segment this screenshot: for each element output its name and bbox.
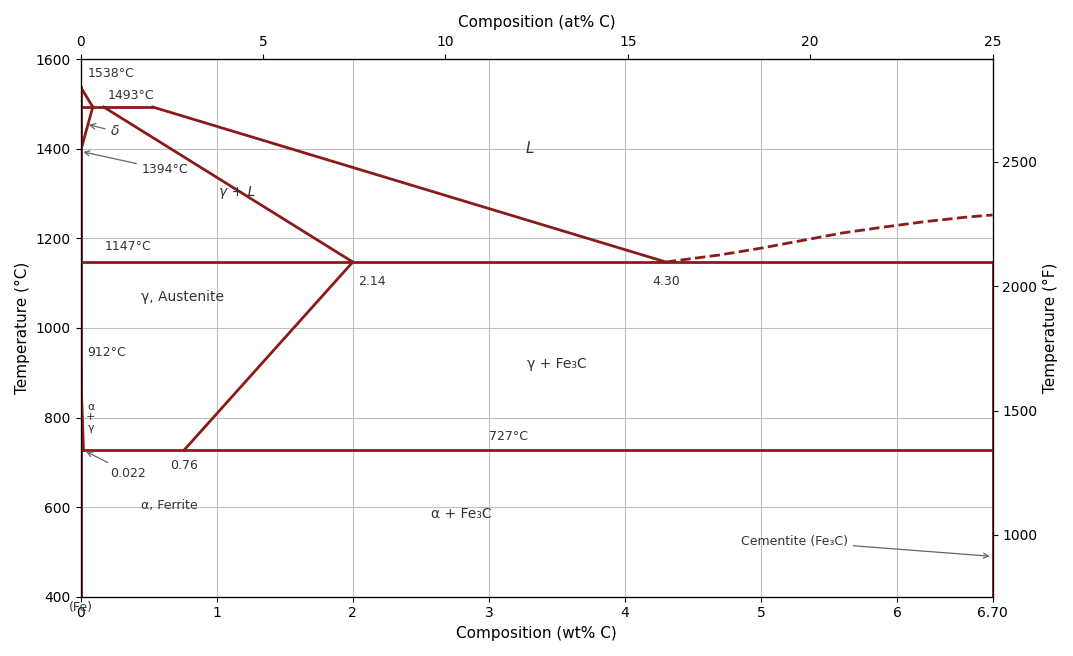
Text: α, Ferrite: α, Ferrite [141,499,197,512]
Text: γ + Fe₃C: γ + Fe₃C [527,358,587,371]
Text: (Fe): (Fe) [69,601,92,614]
Text: L: L [526,141,534,156]
Text: 2.14: 2.14 [358,275,385,288]
Text: 1538°C: 1538°C [87,67,134,80]
Text: α
+
γ: α + γ [86,401,95,434]
Text: 0.76: 0.76 [170,459,197,472]
Text: γ + L: γ + L [219,185,255,199]
Text: 1147°C: 1147°C [105,239,151,253]
Text: Cementite (Fe₃C): Cementite (Fe₃C) [740,535,988,558]
Text: 4.30: 4.30 [652,275,680,288]
Y-axis label: Temperature (°C): Temperature (°C) [15,262,30,394]
Text: γ, Austenite: γ, Austenite [142,290,224,304]
Text: 912°C: 912°C [87,346,127,359]
Text: δ: δ [90,124,119,138]
X-axis label: Composition (wt% C): Composition (wt% C) [456,626,617,641]
Text: 727°C: 727°C [489,430,528,443]
Text: 1493°C: 1493°C [107,89,155,102]
Y-axis label: Temperature (°F): Temperature (°F) [1043,262,1058,393]
X-axis label: Composition (at% C): Composition (at% C) [458,15,616,30]
Text: 1394°C: 1394°C [85,151,189,176]
Text: α + Fe₃C: α + Fe₃C [431,507,493,522]
Text: 0.022: 0.022 [87,452,146,480]
